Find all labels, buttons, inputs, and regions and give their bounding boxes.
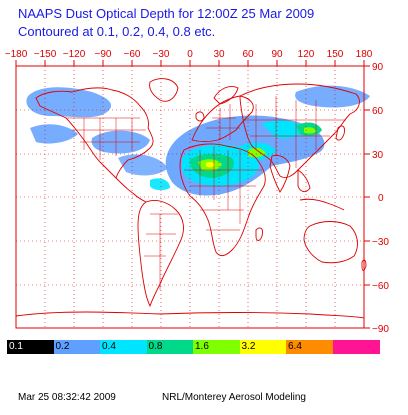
lon-label: 150 <box>327 49 344 60</box>
legend-label: 1.6 <box>195 341 209 352</box>
legend-swatch <box>53 340 101 354</box>
lon-label: −30 <box>153 49 170 60</box>
legend-swatch <box>146 340 194 354</box>
coast-africa <box>179 143 266 257</box>
dust-plume-gobi-peak <box>304 127 316 134</box>
lat-label: −30 <box>372 237 389 248</box>
legend-swatch <box>239 340 287 354</box>
coast-south-america <box>137 199 184 308</box>
coast-central-america <box>115 177 147 203</box>
dust-plume-east-asia-pacific <box>295 85 370 108</box>
coastlines <box>15 78 367 319</box>
latitude-labels: 90 60 30 0 −30 −60 −90 <box>372 62 389 335</box>
legend-swatch <box>7 340 54 354</box>
lon-label: −60 <box>124 49 141 60</box>
coast-southeast-asia <box>297 169 311 193</box>
legend-label: 6.4 <box>288 341 302 352</box>
coast-australia <box>303 221 358 264</box>
map-title: NAAPS Dust Optical Depth for 12:00Z 25 M… <box>18 6 315 21</box>
lon-label: −150 <box>34 49 57 60</box>
legend-swatch <box>193 340 240 354</box>
coast-greenland <box>149 78 179 102</box>
dust-plume-sahara-peak <box>206 161 215 168</box>
lat-label: 30 <box>372 150 384 161</box>
coast-madagascar <box>255 227 263 241</box>
footer-credit: NRL/Monterey Aerosol Modeling <box>162 392 306 403</box>
legend-label: 0.2 <box>55 341 70 352</box>
coast-indonesia <box>299 198 345 211</box>
map-subtitle: Contoured at 0.1, 0.2, 0.4, 0.8 etc. <box>18 24 216 39</box>
lat-label: 0 <box>378 193 384 204</box>
lat-label: −60 <box>372 281 389 292</box>
lon-label: −120 <box>63 49 86 60</box>
coast-scandinavia <box>213 86 239 105</box>
lat-label: 90 <box>372 62 384 73</box>
legend-label: 0.8 <box>148 341 163 352</box>
lon-label: −90 <box>95 49 112 60</box>
dust-plumes <box>26 85 370 196</box>
lat-label: −90 <box>372 324 389 335</box>
lon-label: 90 <box>271 49 283 60</box>
footer-timestamp: Mar 25 08:32:42 2009 <box>18 392 116 403</box>
tick-marks <box>15 60 370 329</box>
dust-plume-atlantic <box>118 154 168 176</box>
coast-uk <box>195 111 205 122</box>
legend-swatch <box>332 340 380 354</box>
longitude-labels: −180 −150 −120 −90 −60 −30 0 30 60 90 12… <box>5 49 373 60</box>
coast-north-america <box>35 87 154 179</box>
lon-label: 120 <box>298 49 315 60</box>
lon-label: −180 <box>5 49 28 60</box>
legend-label: 0.1 <box>9 341 23 352</box>
lat-label: 60 <box>372 106 384 117</box>
dust-plume-tropical-atlantic <box>150 178 170 191</box>
lon-label: 0 <box>187 49 193 60</box>
legend-label: 3.2 <box>241 341 256 352</box>
legend-swatch <box>286 340 333 354</box>
legend-label: 0.4 <box>102 341 116 352</box>
lon-label: 180 <box>356 49 373 60</box>
coast-india <box>269 155 291 193</box>
country-borders <box>66 96 346 290</box>
coast-europe <box>191 95 254 142</box>
coast-asia <box>239 83 360 179</box>
lon-label: 60 <box>242 49 254 60</box>
dust-plume-pacific-band <box>30 124 78 144</box>
lon-label: 30 <box>213 49 225 60</box>
dust-plume-central-asia <box>262 120 308 139</box>
coast-antarctica <box>15 311 365 319</box>
coast-japan <box>335 125 345 141</box>
map-figure: −180 −150 −120 −90 −60 −30 0 30 60 90 12… <box>5 49 390 335</box>
legend-swatch <box>100 340 147 354</box>
